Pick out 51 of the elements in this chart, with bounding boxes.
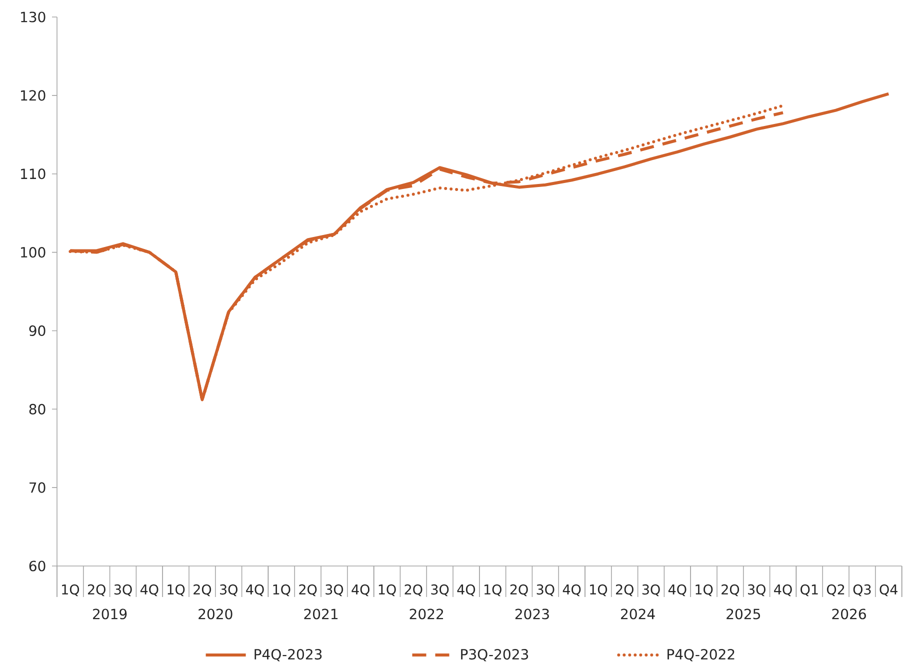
legend-label: P3Q-2023 (461, 648, 528, 662)
x-tick-label: 4Q (668, 584, 686, 596)
x-tick-label: 3Q (536, 584, 554, 596)
text: 2021 (304, 608, 338, 620)
x-tick-label: 2Q (510, 584, 528, 596)
x-tick-label: 2Q (616, 584, 634, 596)
text: 2024 (621, 608, 655, 620)
text: 2019 (93, 608, 127, 620)
x-tick-label: 4Q (562, 584, 581, 596)
x-tick-label: 2Q (88, 584, 106, 596)
x-tick-label: Q3 (853, 584, 871, 596)
x-tick-label: 2Q (722, 584, 740, 596)
x-tick-label: 3Q (326, 584, 344, 596)
x-tick-label: 1Q (168, 584, 185, 596)
x-tick-label: 1Q (484, 584, 502, 596)
y-tick-label: 90 (29, 325, 46, 336)
x-tick-label: 1Q (696, 584, 713, 596)
x-tick-label: 2Q (299, 584, 317, 596)
x-tick-label: Q1 (800, 584, 818, 596)
y-tick-label: 60 (29, 560, 46, 572)
x-tick-label: 2Q (404, 584, 422, 596)
x-tick-label: 4Q (774, 584, 792, 596)
x-tick-label: 4Q (140, 584, 158, 596)
x-tick-label: 4Q (457, 584, 476, 596)
x-tick-label: 4Q (352, 584, 370, 596)
x-tick-label: 4Q (246, 584, 264, 596)
x-tick-label: 3Q (431, 584, 449, 596)
text: 2023 (515, 608, 549, 620)
legend-label: P4Q-2023 (254, 648, 322, 662)
x-tick-label: 2Q (194, 584, 212, 596)
x-tick-label: 1Q (62, 584, 80, 596)
x-tick-label: 1Q (378, 584, 396, 596)
x-tick-label: Q2 (826, 584, 844, 596)
y-tick-label: 130 (21, 12, 46, 22)
x-tick-label: Q4 (880, 584, 898, 596)
y-tick-label: 70 (30, 482, 46, 493)
y-tick-label: 80 (29, 404, 46, 414)
text: 2025 (726, 608, 760, 620)
y-tick-label: 100 (21, 246, 46, 258)
x-tick-label: 3Q (642, 584, 660, 596)
x-tick-label: 3Q (220, 584, 238, 596)
x-tick-label: 3Q (748, 584, 766, 596)
legend-label: P4Q-2022 (668, 648, 734, 662)
text: 2026 (832, 608, 866, 620)
y-tick-label: 110 (21, 168, 46, 180)
x-tick-label: 1Q (590, 584, 608, 596)
text: 2022 (410, 608, 444, 620)
x-tick-label: 3Q (114, 584, 132, 596)
x-tick-label: 1Q (273, 584, 290, 596)
text: 2020 (198, 608, 232, 620)
y-tick-label: 120 (21, 90, 46, 101)
